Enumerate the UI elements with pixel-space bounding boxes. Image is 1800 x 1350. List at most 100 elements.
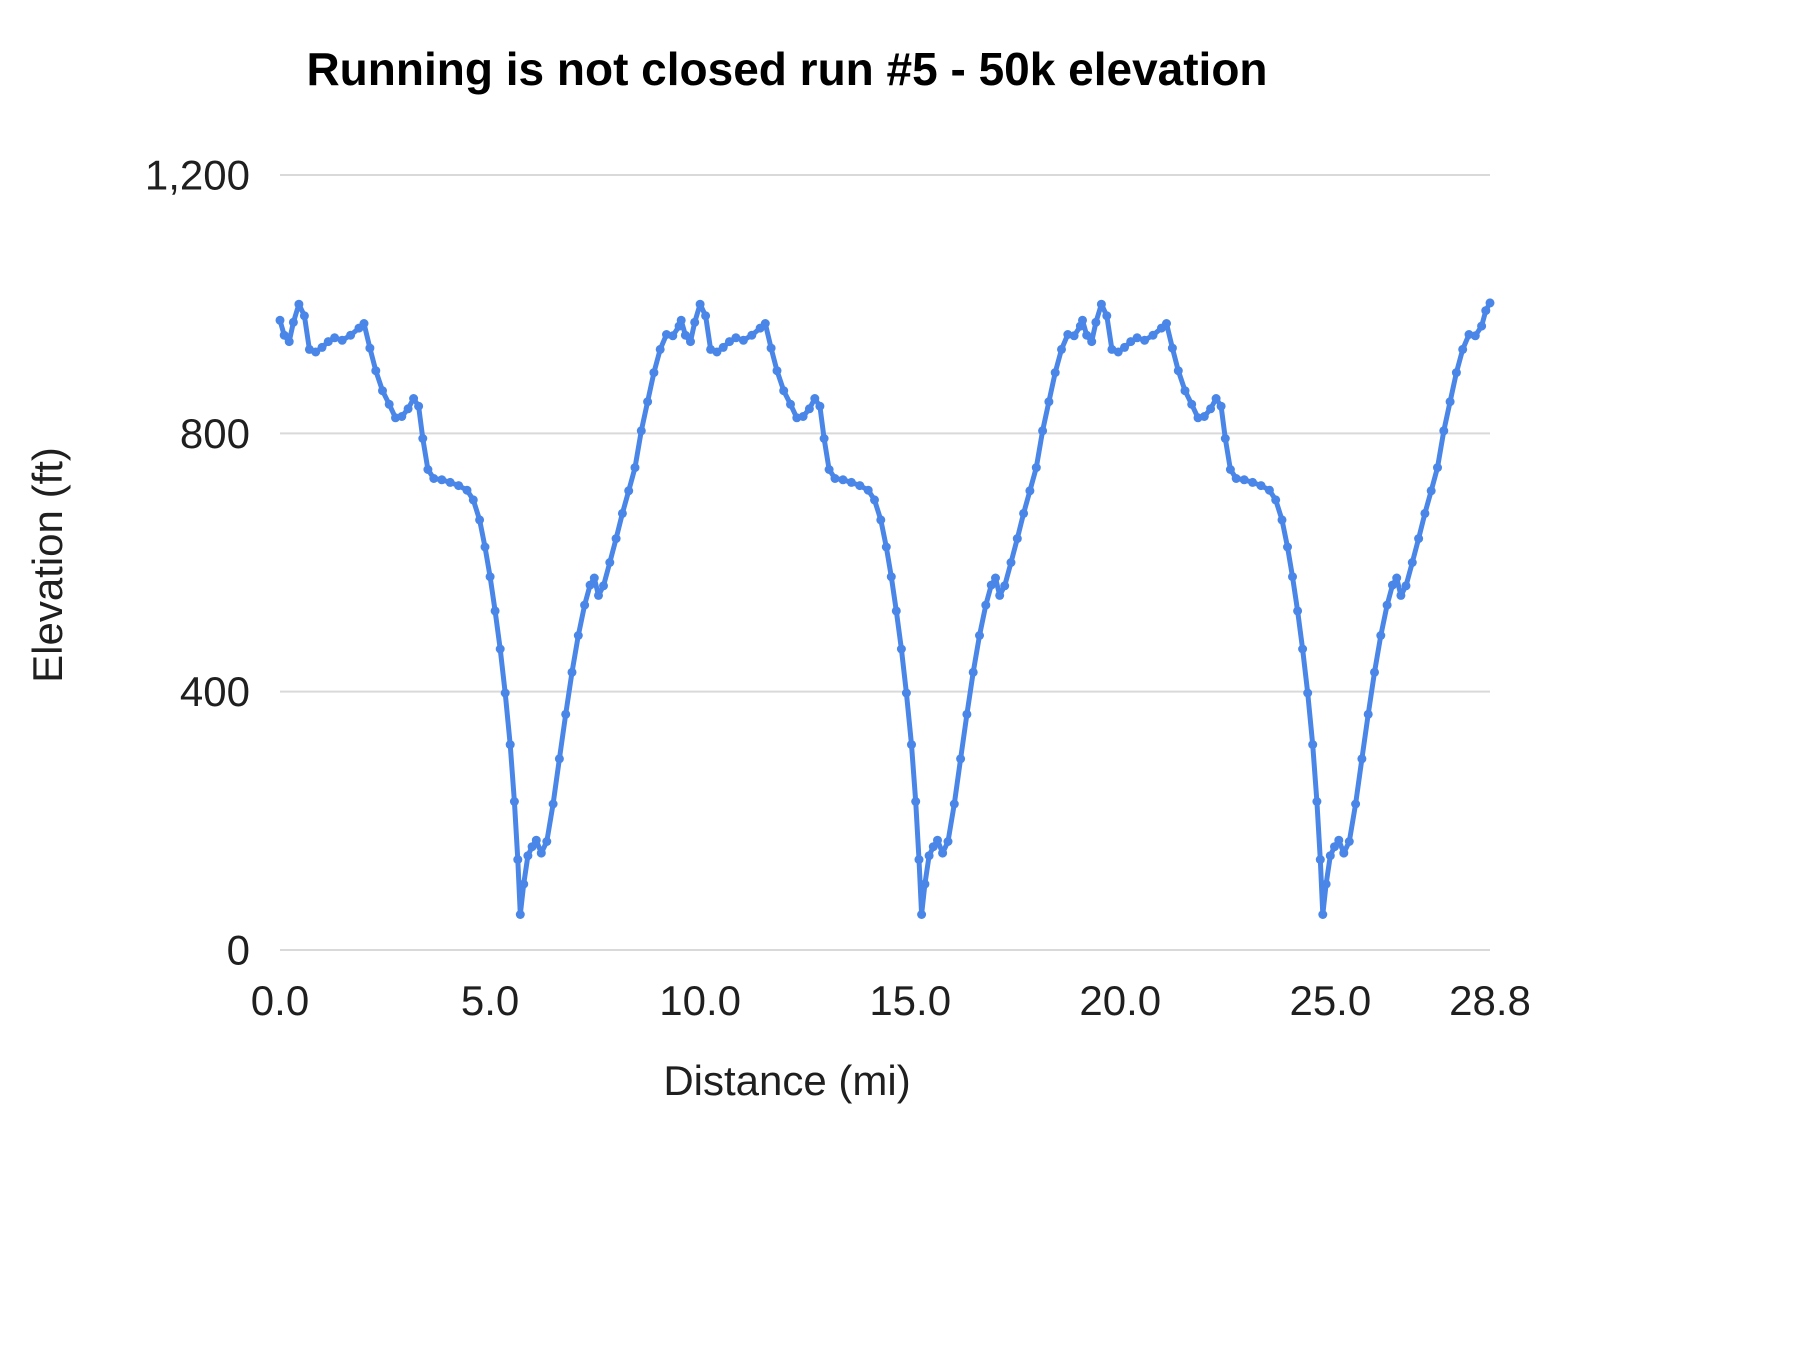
data-point-dot (995, 590, 1005, 600)
data-point-dot (701, 311, 711, 321)
data-point-dot (1283, 542, 1292, 552)
data-point-dot (1140, 335, 1150, 345)
data-point-dot (299, 311, 309, 321)
data-point-dot (1220, 434, 1230, 443)
data-point-dot (330, 333, 340, 343)
data-point-dot (1031, 463, 1041, 473)
data-point-dot (712, 347, 722, 357)
data-point-dot (378, 386, 387, 396)
data-point-dot (870, 495, 879, 505)
data-point-dot (505, 740, 515, 750)
data-point-dot (1006, 558, 1016, 567)
data-point-dot (690, 317, 700, 327)
data-point-dot (589, 573, 599, 583)
data-point-dot (896, 644, 906, 654)
data-point-dot (920, 879, 930, 889)
data-point-dot (1426, 486, 1436, 496)
data-point-dot (515, 910, 525, 919)
data-point-dot (617, 508, 627, 518)
data-point-dot (1019, 508, 1029, 518)
data-point-dot (599, 581, 608, 591)
data-point-dot (418, 434, 428, 443)
data-point-dot (1132, 333, 1142, 343)
data-point-dot (933, 835, 942, 845)
data-point-dot (1256, 481, 1266, 491)
data-point-dot (1113, 347, 1123, 357)
data-point-dot (1293, 606, 1303, 616)
x-tick-label: 25.0 (1289, 977, 1371, 1024)
data-point-dot (1376, 631, 1386, 640)
data-point-dot (454, 481, 464, 491)
data-point-dot (1038, 426, 1048, 436)
y-axis-title: Elevation (ft) (24, 447, 71, 683)
data-point-dot (1180, 386, 1190, 396)
data-point-dot (949, 799, 959, 809)
data-point-dot (863, 485, 873, 495)
data-point-dot (636, 426, 646, 436)
data-point-dot (414, 401, 424, 411)
data-point-dot (1439, 426, 1449, 436)
y-tick-label: 1,200 (145, 152, 250, 199)
x-tick-label: 28.8 (1449, 977, 1531, 1024)
data-point-dot (311, 347, 321, 357)
data-point-dot (1433, 463, 1442, 473)
data-point-dot (1271, 495, 1281, 505)
data-point-dot (855, 481, 865, 491)
data-point-dot (1445, 397, 1455, 407)
data-point-dot (649, 368, 659, 378)
data-point-dot (695, 299, 705, 309)
data-point-dot (475, 515, 485, 525)
data-point-dot (1264, 485, 1274, 495)
data-point-dot (337, 335, 347, 345)
data-point-dot (760, 319, 770, 328)
data-point-dot (1392, 573, 1402, 583)
data-point-dot (403, 404, 413, 414)
x-tick-label: 10.0 (659, 977, 741, 1024)
data-point-dot (886, 572, 896, 582)
data-point-dot (1363, 709, 1373, 719)
data-point-dot (1485, 298, 1495, 308)
data-point-dot (1344, 837, 1354, 846)
data-point-dot (523, 851, 533, 861)
x-tick-label: 5.0 (461, 977, 519, 1024)
data-point-dot (1078, 315, 1087, 325)
data-point-dot (1050, 368, 1060, 378)
data-point-dot (991, 573, 1000, 583)
data-point-dot (536, 848, 546, 858)
data-point-dot (561, 709, 571, 719)
data-point-dot (1000, 581, 1010, 591)
data-point-dot (1012, 534, 1022, 544)
data-point-dot (680, 330, 690, 340)
data-point-dot (423, 465, 433, 474)
data-point-dot (798, 412, 808, 421)
data-point-dot (1239, 475, 1249, 485)
data-point-dot (643, 397, 653, 407)
data-point-dot (911, 797, 921, 806)
data-point-dot (1069, 331, 1079, 341)
data-point-dot (1396, 590, 1406, 600)
data-point-dot (275, 315, 285, 325)
data-point-dot (527, 842, 537, 852)
data-point-dot (1370, 667, 1379, 677)
data-point-dot (968, 667, 978, 677)
data-point-dot (1162, 319, 1171, 328)
data-point-dot (531, 835, 541, 845)
data-point-dot (747, 330, 757, 340)
data-point-dot (567, 667, 577, 677)
data-point-dot (594, 590, 603, 600)
data-point-dot (542, 837, 552, 846)
data-point-dot (1351, 799, 1361, 809)
data-point-dot (1382, 600, 1392, 610)
data-point-dot (1303, 688, 1313, 698)
data-point-dot (1173, 366, 1183, 376)
x-tick-label: 20.0 (1079, 977, 1161, 1024)
data-point-dot (779, 386, 789, 396)
data-point-dot (624, 486, 634, 496)
data-point-dot (1087, 337, 1097, 347)
y-tick-label: 800 (180, 410, 250, 457)
data-point-dot (605, 558, 615, 567)
data-point-dot (956, 754, 966, 764)
data-point-dot (480, 542, 490, 552)
data-point-dot (384, 399, 394, 409)
